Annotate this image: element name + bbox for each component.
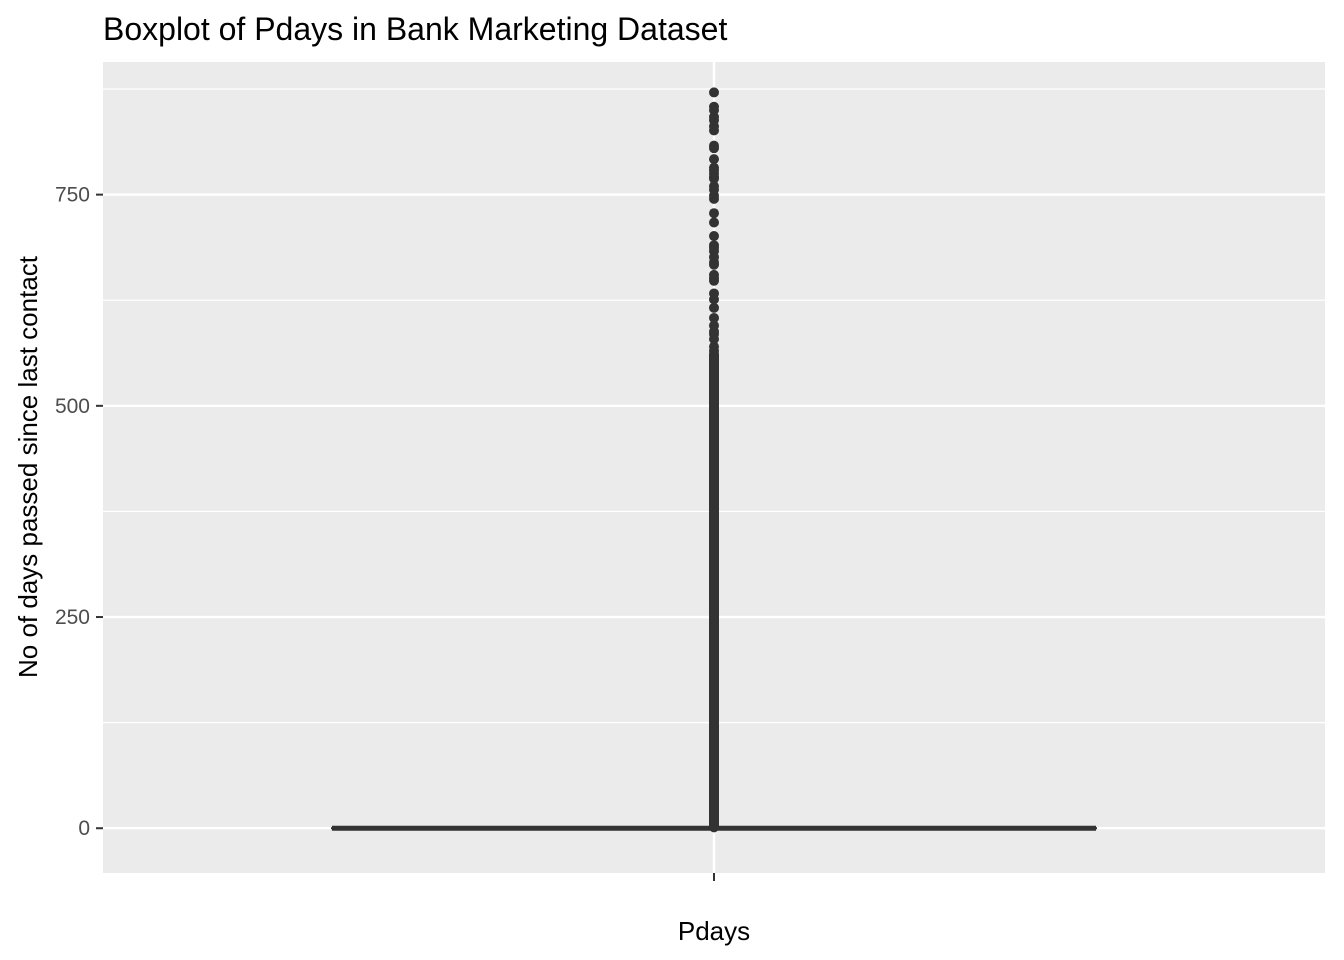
outlier-point [709,87,719,98]
y-tick-label: 500 [55,395,90,418]
outlier-point [709,302,719,313]
outlier-point [709,259,719,270]
x-axis-title: Pdays [678,916,750,946]
outlier-point [709,154,719,165]
outlier-point [709,231,719,242]
chart-title: Boxplot of Pdays in Bank Marketing Datas… [103,11,727,47]
y-tick-label: 0 [78,817,90,840]
outlier-point [709,143,719,154]
outlier-point [709,275,719,286]
outlier-point [709,173,719,184]
y-tick-label: 750 [55,184,90,207]
outlier-point [709,208,719,219]
outlier-point [709,294,719,305]
outlier-point [709,125,719,136]
outlier-point [709,334,719,345]
outlier-point [709,345,719,356]
y-tick-label: 250 [55,606,90,629]
outlier-points [709,87,719,833]
outlier-point [709,312,719,323]
outlier-point [709,193,719,204]
y-axis-title: No of days passed since last contact [13,255,43,678]
outlier-point [709,217,719,228]
y-axis-ticks: 0 250 500 750 [55,184,103,840]
